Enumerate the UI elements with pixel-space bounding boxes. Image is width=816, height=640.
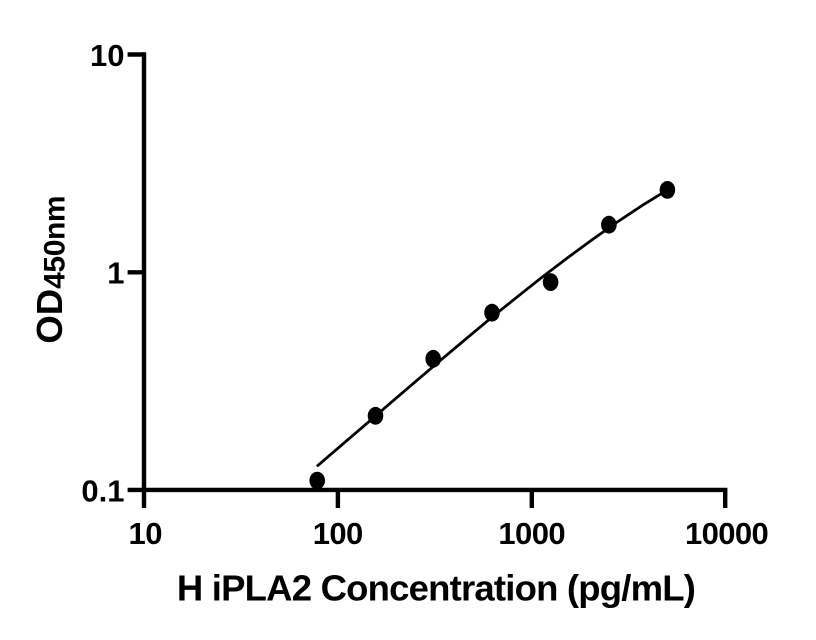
svg-text:10: 10	[129, 516, 162, 551]
svg-text:100: 100	[313, 516, 363, 551]
svg-text:1000: 1000	[498, 516, 565, 551]
svg-text:10000: 10000	[685, 516, 768, 551]
svg-text:10: 10	[90, 38, 124, 73]
svg-text:0.1: 0.1	[81, 473, 124, 508]
svg-text:1: 1	[107, 256, 124, 291]
svg-text:H iPLA2 Concentration (pg/mL): H iPLA2 Concentration (pg/mL)	[177, 567, 695, 608]
